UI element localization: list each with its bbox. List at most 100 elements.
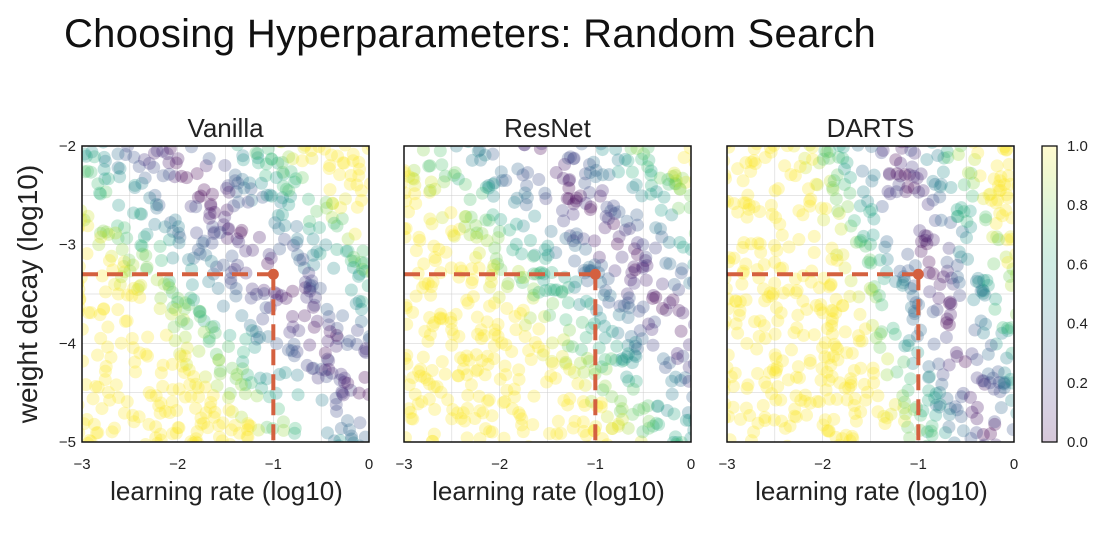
data-point	[300, 290, 314, 304]
data-point	[914, 244, 928, 258]
data-point	[822, 424, 836, 438]
data-point	[744, 237, 758, 251]
data-point	[659, 303, 673, 317]
data-point	[803, 356, 817, 370]
data-point	[728, 366, 742, 380]
data-point	[445, 224, 459, 238]
data-point	[994, 401, 1008, 415]
data-point	[771, 314, 785, 328]
data-point	[579, 242, 593, 256]
data-point	[990, 159, 1004, 173]
data-point	[992, 184, 1006, 198]
axes-frame	[403, 145, 692, 443]
data-point	[279, 182, 293, 196]
data-point	[536, 348, 550, 362]
data-point	[276, 415, 290, 429]
data-point	[134, 207, 148, 221]
data-point	[287, 337, 301, 351]
data-point	[472, 246, 486, 260]
data-point	[243, 176, 257, 190]
data-point	[538, 243, 552, 257]
data-point	[998, 375, 1012, 389]
data-point	[682, 374, 691, 388]
data-point	[501, 277, 515, 291]
data-point	[636, 261, 650, 275]
data-point	[610, 339, 624, 353]
data-point	[82, 436, 95, 442]
data-point	[404, 186, 412, 200]
data-point	[880, 252, 894, 266]
data-point	[125, 289, 139, 303]
data-point	[207, 319, 221, 333]
data-point	[567, 151, 581, 165]
data-point	[506, 243, 520, 257]
data-point	[589, 163, 603, 177]
data-point	[796, 208, 810, 222]
data-point	[824, 358, 838, 372]
data-point	[665, 387, 679, 401]
data-point	[460, 401, 474, 415]
data-point	[646, 291, 660, 305]
data-point	[562, 192, 576, 206]
data-point	[991, 193, 1005, 207]
data-point	[908, 146, 922, 160]
data-point	[189, 432, 203, 442]
data-point	[727, 282, 733, 296]
data-point	[416, 146, 430, 157]
data-point	[352, 162, 366, 176]
data-point	[636, 259, 650, 273]
data-point	[963, 204, 977, 218]
data-point	[683, 201, 691, 215]
data-point	[727, 379, 740, 393]
data-point	[151, 436, 164, 442]
data-point	[571, 377, 585, 391]
data-point	[199, 406, 213, 420]
data-point	[481, 357, 495, 371]
data-point	[573, 298, 587, 312]
data-point	[559, 357, 573, 371]
data-point	[768, 348, 782, 362]
data-point	[97, 162, 111, 176]
data-point	[270, 287, 284, 301]
data-point	[1009, 268, 1014, 281]
data-point	[612, 308, 626, 322]
data-point	[901, 420, 915, 434]
data-point	[97, 302, 111, 316]
data-point	[674, 266, 688, 280]
data-point	[630, 236, 644, 250]
data-point	[798, 151, 812, 165]
data-point	[350, 200, 364, 214]
data-point	[889, 185, 903, 199]
data-point	[790, 284, 804, 298]
data-point	[196, 236, 210, 250]
data-point	[824, 303, 838, 317]
data-point	[624, 146, 638, 156]
data-point	[731, 205, 745, 219]
data-point	[348, 254, 362, 268]
data-point	[604, 352, 618, 366]
data-point	[426, 434, 440, 442]
data-point	[213, 367, 227, 381]
data-point	[488, 241, 502, 255]
data-point	[757, 319, 771, 333]
data-point	[323, 183, 337, 197]
data-point	[929, 398, 943, 412]
data-point	[480, 234, 494, 248]
data-point	[135, 239, 149, 253]
data-point	[578, 378, 592, 392]
data-point	[325, 366, 339, 380]
data-point	[944, 271, 958, 285]
data-point	[352, 294, 366, 308]
data-point	[942, 420, 956, 434]
data-point	[445, 338, 459, 352]
data-point	[867, 376, 881, 390]
data-point	[317, 146, 331, 156]
data-point	[532, 285, 546, 299]
data-point	[605, 390, 619, 404]
data-point	[555, 285, 569, 299]
data-point	[569, 275, 583, 289]
data-point	[922, 360, 936, 374]
data-point	[836, 151, 850, 165]
data-point	[595, 184, 609, 198]
data-point	[487, 339, 501, 353]
